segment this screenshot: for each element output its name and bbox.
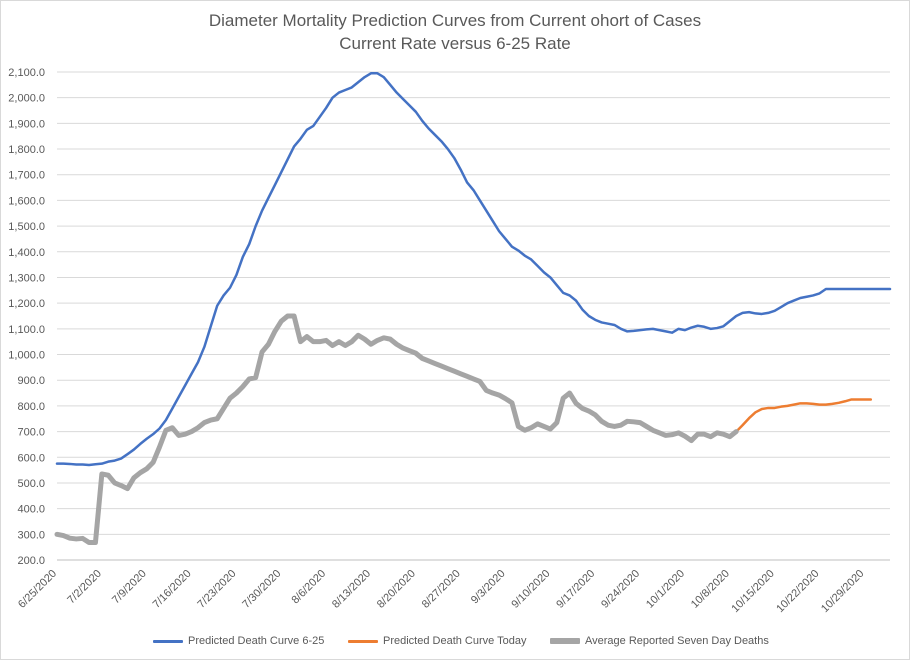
x-tick-label: 10/15/2020 (729, 568, 776, 615)
series-line-2 (54, 313, 739, 546)
y-tick-label: 600.0 (17, 452, 45, 464)
y-tick-label: 1,000.0 (8, 350, 45, 362)
x-tick-label: 10/22/2020 (774, 568, 821, 615)
legend: Predicted Death Curve 6-25 Predicted Dea… (0, 632, 910, 650)
y-tick-label: 500.0 (17, 478, 45, 490)
legend-item-predicted-today: Predicted Death Curve Today (348, 632, 527, 650)
legend-swatch (550, 638, 580, 644)
y-tick-label: 1,200.0 (8, 298, 45, 310)
x-tick-label: 7/9/2020 (110, 568, 149, 607)
y-tick-label: 1,800.0 (8, 144, 45, 156)
x-tick-label: 7/2/2020 (65, 568, 104, 607)
series-line-0 (55, 72, 892, 467)
x-axis-ticks: 6/25/2020 7/2/2020 7/9/2020 7/16/2020 7/23/2… (16, 568, 866, 615)
x-tick-label: 7/30/2020 (240, 568, 283, 611)
y-tick-label: 1,700.0 (8, 170, 45, 182)
y-tick-label: 1,300.0 (8, 272, 45, 284)
chart-title: Diameter Mortality Prediction Curves fro… (208, 11, 702, 30)
x-tick-label: 10/1/2020 (644, 568, 687, 611)
legend-label: Predicted Death Curve 6-25 (188, 635, 325, 647)
y-tick-label: 1,600.0 (8, 195, 45, 207)
y-tick-label: 700.0 (17, 427, 45, 439)
x-tick-label: 6/25/2020 (16, 568, 59, 611)
line-chart: 200.0 300.0 400.0 500.0 600.0 700.0 800.0 900.0… (8, 67, 892, 615)
legend-label: Predicted Death Curve Today (383, 635, 527, 647)
chart-subtitle: Current Rate versus 6-25 Rate (339, 34, 571, 53)
x-tick-label: 7/16/2020 (151, 568, 194, 611)
x-tick-label: 8/27/2020 (420, 568, 463, 611)
y-tick-label: 200.0 (17, 555, 45, 567)
x-tick-label: 8/20/2020 (375, 568, 418, 611)
legend-label: Average Reported Seven Day Deaths (585, 635, 769, 647)
legend-swatch (348, 639, 378, 643)
y-tick-label: 2,000.0 (8, 93, 45, 105)
gridlines (57, 71, 890, 561)
x-tick-label: 8/13/2020 (330, 568, 373, 611)
y-tick-label: 1,900.0 (8, 118, 45, 130)
y-tick-label: 2,100.0 (8, 67, 45, 79)
x-tick-label: 8/6/2020 (289, 568, 328, 607)
y-tick-label: 800.0 (17, 401, 45, 413)
y-axis-ticks: 200.0 300.0 400.0 500.0 600.0 700.0 800.0 900.0… (8, 67, 45, 567)
x-tick-label: 7/23/2020 (195, 568, 238, 611)
x-tick-label: 9/3/2020 (469, 568, 508, 607)
series-lines (54, 72, 892, 546)
legend-item-predicted-6-25: Predicted Death Curve 6-25 (153, 632, 324, 650)
y-tick-label: 1,400.0 (8, 247, 45, 259)
y-tick-label: 900.0 (17, 375, 45, 387)
x-tick-label: 9/17/2020 (554, 568, 597, 611)
y-tick-label: 400.0 (17, 504, 45, 516)
x-tick-label: 9/10/2020 (509, 568, 552, 611)
legend-swatch (153, 639, 183, 643)
y-tick-label: 300.0 (17, 529, 45, 541)
x-tick-label: 10/8/2020 (689, 568, 732, 611)
y-tick-label: 1,100.0 (8, 324, 45, 336)
series-line-1 (734, 398, 873, 433)
x-tick-label: 9/24/2020 (599, 568, 642, 611)
x-tick-label: 10/29/2020 (819, 568, 866, 615)
y-tick-label: 1,500.0 (8, 221, 45, 233)
legend-item-average-reported: Average Reported Seven Day Deaths (550, 632, 769, 650)
